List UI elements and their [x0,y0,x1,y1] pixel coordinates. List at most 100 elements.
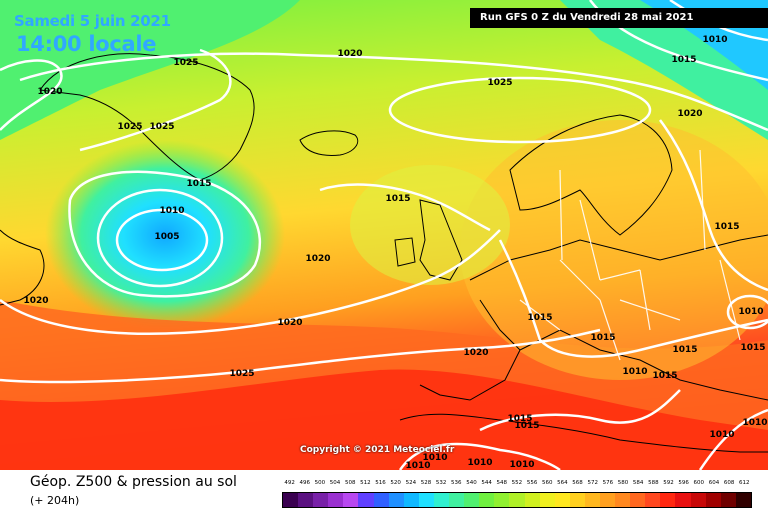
legend-swatch [584,493,600,507]
legend-label: 596 [678,480,689,486]
legend-swatch [554,493,570,507]
legend-swatch [433,493,450,507]
legend-label: 540 [466,480,477,486]
legend-swatch [283,493,299,507]
legend-swatch [298,493,314,507]
isobar-1020-west [0,59,63,131]
legend-label: 608 [723,480,735,486]
north-africa-hot-band [0,369,768,470]
isobar-label: 1025 [487,78,513,88]
legend-label: 560 [541,480,553,486]
isobar-label: 1015 [385,194,411,204]
legend-label: 544 [481,480,492,486]
legend-label: 532 [435,480,447,486]
legend-label: 520 [390,480,401,486]
legend-swatch [403,493,419,507]
legend-swatch [720,493,736,507]
isobar-label: 1020 [277,318,303,328]
africa-coast [399,413,768,453]
legend-label: 568 [572,480,583,486]
legend-swatch [313,493,329,507]
isobar-1005 [115,208,209,272]
isobar-1015-east [658,119,768,292]
isobar-1025-south [0,328,601,384]
valid-date: Samedi 5 juin 2021 [14,12,171,30]
isobar-label: 1010 [702,35,728,45]
isobar-1025-greenland [79,48,232,152]
isobar-1010-africa [398,442,561,470]
northwest-green-band [0,0,300,140]
europe-ridge-area [460,120,768,380]
legend-swatch [449,493,465,507]
isobar-label: 1010 [422,453,448,463]
color-legend: 492 496 500 504 508 512 516 520 524 528 532 536 540 5… [282,480,752,510]
isobar-label: 1015 [507,414,533,424]
isobar-label: 1020 [677,109,703,119]
isobar-label: 1015 [527,313,553,323]
isobar-label: 1015 [672,345,698,355]
isobar-label: 1025 [149,122,175,132]
greenland-coast [39,53,255,181]
iceland-coast [299,130,359,156]
isobar-label: 1020 [305,254,331,264]
legend-swatches [282,492,752,508]
west-europe-ridge [350,165,510,285]
legend-label: 508 [344,480,356,486]
forecast-hour: (+ 204h) [30,494,80,507]
legend-swatch [599,493,616,507]
isobar-label: 1025 [229,369,255,379]
legend-label: 600 [693,480,705,486]
isobar-label: 1015 [186,179,212,189]
country-borders [519,149,741,361]
isobar-label: 1015 [714,222,740,232]
isobar-1020-north [19,52,768,132]
pressure-field-svg [0,0,768,470]
legend-swatch [358,493,374,507]
isobar-label: 1015 [740,343,766,353]
legend-swatch [373,493,389,507]
isobar-label: 1015 [671,55,697,65]
legend-swatch [328,493,344,507]
legend-label: 496 [299,480,310,486]
isobar-label: 1010 [159,206,185,216]
isobar-label: 1010 [509,460,535,470]
legend-swatch [494,493,510,507]
legend-swatch [645,493,661,507]
run-info: Run GFS 0 Z du Vendredi 28 mai 2021 [470,8,768,28]
legend-swatch [509,493,525,507]
legend-label: 556 [526,480,538,486]
isobar-label: 1025 [117,122,143,132]
legend-labels: 492 496 500 504 508 512 516 520 524 528 532 536 540 5… [282,480,752,490]
legend-label: 504 [329,480,341,486]
legend-swatch [615,493,631,507]
legend-label: 592 [663,480,674,486]
legend-swatch [569,493,585,507]
legend-label: 536 [451,480,462,486]
legend-swatch [539,493,555,507]
isobar-label: 1015 [652,371,678,381]
isobar-1020-south [0,229,501,335]
legend-label: 500 [314,480,326,486]
legend-label: 512 [360,480,371,486]
isobar-1015-uk [319,183,491,232]
legend-swatch [479,493,495,507]
legend-label: 588 [648,480,659,486]
isobar-1015-low [68,170,262,298]
legend-label: 548 [496,480,508,486]
isobar-1010-east [698,408,768,470]
legend-label: 516 [375,480,386,486]
legend-label: 572 [587,480,598,486]
isobar-label: 1015 [514,421,540,431]
isobar-label: 1020 [23,296,49,306]
isobar-label: 1010 [742,418,768,428]
isobar-label: 1005 [154,232,180,242]
isobar-label: 1020 [463,348,489,358]
legend-label: 576 [602,480,614,486]
isobar-1015-europe [498,239,768,358]
british-isles-coast [394,199,463,281]
legend-swatch [675,493,691,507]
europe-mainland-coast [419,234,768,401]
legend-swatch [705,493,721,507]
legend-swatch [418,493,434,507]
isobar-1010-turkey [726,294,768,330]
